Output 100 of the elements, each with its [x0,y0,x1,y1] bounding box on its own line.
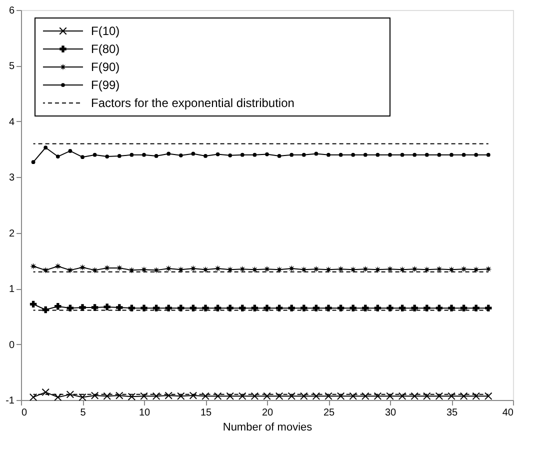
x-tick-label: 30 [384,408,396,418]
point [204,154,208,158]
point [472,304,480,312]
point [460,266,468,272]
point [214,265,222,272]
point [66,266,74,274]
point [105,154,110,158]
point [398,392,406,400]
point [239,304,246,312]
point [164,392,172,400]
x-tick-label: 20 [262,408,274,418]
point [116,264,123,272]
point [165,265,172,272]
point [177,392,185,400]
point [435,392,444,400]
point [424,152,429,157]
point [265,152,269,156]
point [104,304,110,310]
point [228,153,232,158]
point [263,392,271,400]
x-tick-label: 10 [138,408,150,418]
point [30,262,37,270]
point [29,393,38,402]
point [226,392,234,400]
x-axis-title: Number of movies [222,422,313,434]
point [326,152,330,157]
point [337,266,344,272]
point [472,392,480,400]
point [54,303,62,310]
point [460,392,468,400]
y-tick-label: 1 [8,284,15,296]
point [312,266,320,272]
point [140,266,148,273]
legend-label: F(90) [91,60,120,74]
point [411,304,418,312]
x-tick-label: 0 [22,408,28,418]
point [79,304,86,311]
point [190,265,197,272]
y-tick-label: 3 [8,172,15,184]
point [238,392,246,400]
point [44,146,48,150]
point [362,392,370,400]
point [312,392,320,400]
point [189,392,198,400]
point [104,264,110,272]
point [142,152,146,157]
point [398,304,406,312]
point [300,266,308,273]
point [166,152,171,156]
point [152,392,160,400]
point [336,392,345,400]
point [349,392,357,400]
point [436,266,443,272]
point [314,152,318,156]
point [350,266,356,273]
point [275,392,284,400]
point [386,304,394,312]
point [80,155,84,160]
point [116,304,123,311]
point [128,392,136,401]
point [351,152,356,157]
point [410,392,418,400]
point [374,304,382,312]
x-tick-label: 40 [502,408,514,418]
point [226,304,234,312]
point [264,304,270,312]
point [226,266,234,273]
point [325,304,332,312]
point [239,266,246,272]
point [388,152,392,157]
point [191,152,196,156]
point [91,304,98,311]
point [448,392,456,400]
point [56,154,60,158]
point [290,152,294,157]
point [300,392,308,400]
point [117,154,122,158]
point [216,152,220,156]
point [79,264,86,271]
legend-label: F(99) [91,78,120,92]
point [486,152,490,157]
point [424,304,430,312]
point [68,149,72,153]
y-tick-label: 2 [8,228,15,240]
point [288,392,296,400]
point [78,393,86,402]
x-tick-label: 25 [323,408,335,418]
point [485,266,492,272]
point [376,152,380,157]
point [374,266,382,273]
point [288,265,295,272]
point [412,152,417,157]
point [374,392,382,400]
point [400,152,404,157]
point [202,266,209,273]
point [140,392,148,400]
point [140,304,148,312]
point [103,392,111,400]
point [202,392,210,400]
point [338,152,343,157]
